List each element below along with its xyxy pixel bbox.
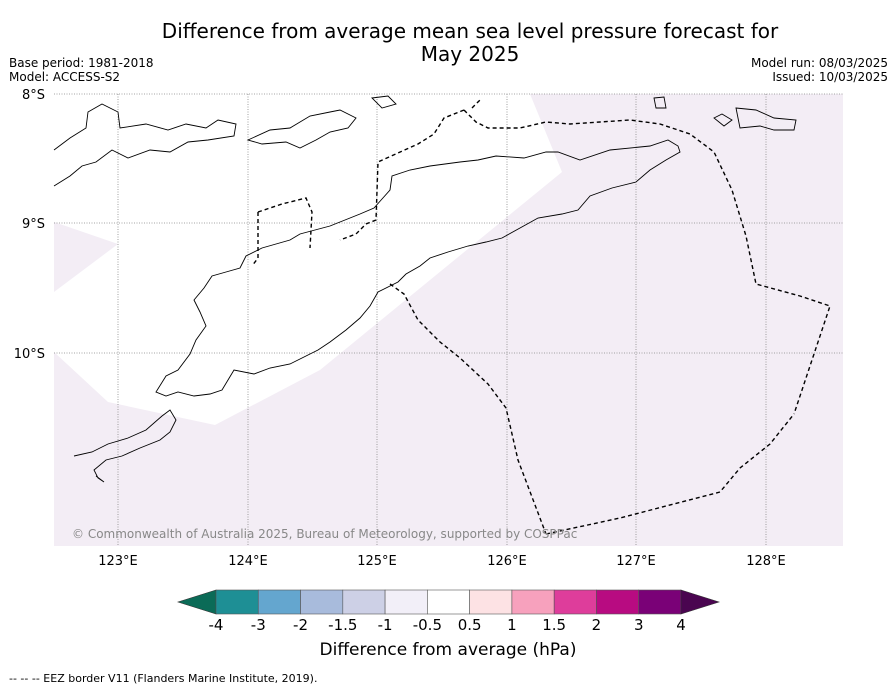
footnote: -- -- -- EEZ border V11 (Flanders Marine… xyxy=(9,672,318,685)
colorbar-label: Difference from average (hPa) xyxy=(319,640,577,660)
colorbar-tick-label: 2 xyxy=(592,616,602,634)
colorbar-segment xyxy=(469,589,513,615)
graticule xyxy=(54,93,843,546)
colorbar-segment xyxy=(300,589,344,615)
colorbar-tick-label: -1.5 xyxy=(328,616,357,634)
lat-label-9s: 9°S xyxy=(22,217,45,232)
colorbar-segment xyxy=(596,589,640,615)
neutral-region xyxy=(54,94,562,425)
colorbar-tick-label: 1.5 xyxy=(542,616,566,634)
model-run: Model run: 08/03/2025 xyxy=(750,56,888,70)
meta-left: Base period: 1981-2018 Model: ACCESS-S2 xyxy=(9,56,154,84)
colorbar-tick-label: 0.5 xyxy=(458,616,482,634)
colorbar-tick-label: 1 xyxy=(507,616,517,634)
small-island-3 xyxy=(713,113,733,127)
map-frame xyxy=(54,94,843,546)
axis-labels: 8°S 9°S 10°S 123°E 124°E 125°E 126°E 127… xyxy=(14,88,786,569)
colorbar-tick-label: -3 xyxy=(251,616,266,634)
lon-label-124e: 124°E xyxy=(228,554,268,569)
timor-coast xyxy=(155,139,681,397)
small-island-1 xyxy=(371,95,397,109)
roti-coast xyxy=(73,409,177,483)
title-line-2: May 2025 xyxy=(420,42,520,66)
flores-coast xyxy=(53,103,237,187)
small-island-2 xyxy=(735,107,797,131)
alor-coast xyxy=(246,109,357,149)
lat-label-10s: 10°S xyxy=(14,347,45,362)
colorbar-segment xyxy=(257,589,301,615)
coastlines xyxy=(53,95,797,483)
colorbar-segment xyxy=(342,589,386,615)
lon-label-126e: 126°E xyxy=(487,554,527,569)
eez-north xyxy=(463,99,831,415)
page-title: Difference from average mean sea level p… xyxy=(90,20,850,66)
colorbar-tick-label: 3 xyxy=(634,616,644,634)
eez-west xyxy=(251,197,313,267)
colorbar-segment xyxy=(427,589,470,615)
colorbar: -4 -3 -2 -1.5 -1 -0.5 0.5 1 1.5 2 3 4 xyxy=(177,589,720,634)
wetar-coast xyxy=(653,96,667,109)
lon-label-125e: 125°E xyxy=(357,554,397,569)
colorbar-extend-high xyxy=(680,589,720,615)
lon-label-127e: 127°E xyxy=(616,554,656,569)
lon-label-123e: 123°E xyxy=(98,554,138,569)
issued-date: Issued: 10/03/2025 xyxy=(772,70,888,84)
colorbar-tick-label: -1 xyxy=(378,616,393,634)
colorbar-segment xyxy=(511,589,555,615)
colorbar-tick-label: -0.5 xyxy=(413,616,442,634)
colorbar-segment xyxy=(553,589,597,615)
meta-right: Model run: 08/03/2025 Issued: 10/03/2025 xyxy=(751,56,888,84)
title-line-1: Difference from average mean sea level p… xyxy=(161,19,779,43)
model-name: Model: ACCESS-S2 xyxy=(9,70,121,84)
eez-southeast xyxy=(545,413,795,535)
base-period: Base period: 1981-2018 xyxy=(9,56,154,70)
eez-border xyxy=(251,99,831,535)
lat-label-8s: 8°S xyxy=(22,88,45,103)
colorbar-tick-label: 4 xyxy=(676,616,686,634)
colorbar-tick-label: -2 xyxy=(293,616,308,634)
colorbar-segment xyxy=(215,589,259,615)
colorbar-tick-label: -4 xyxy=(209,616,224,634)
copyright-text: © Commonwealth of Australia 2025, Bureau… xyxy=(72,527,577,541)
colorbar-segment xyxy=(384,589,428,615)
colorbar-segment xyxy=(638,589,682,615)
lon-label-128e: 128°E xyxy=(746,554,786,569)
colorbar-extend-low xyxy=(177,589,217,615)
